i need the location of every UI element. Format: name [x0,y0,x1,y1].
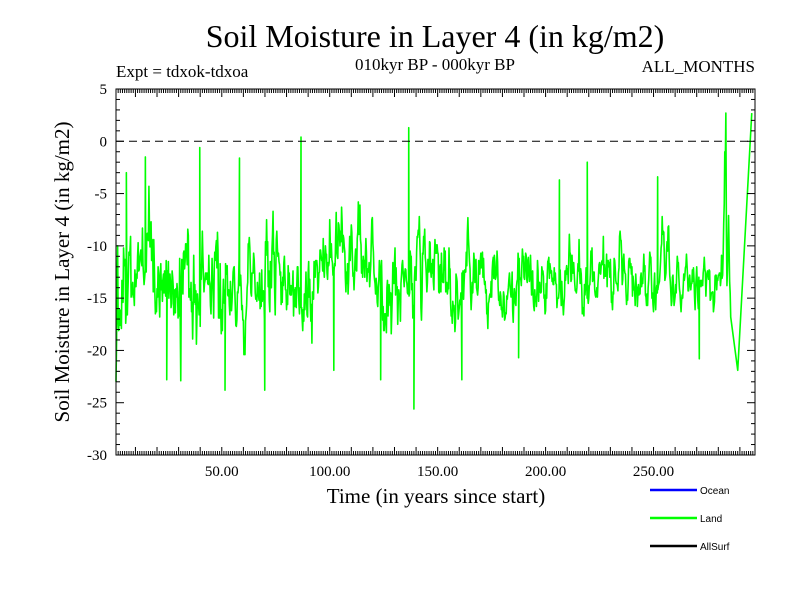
y-tick-label: -10 [87,239,107,255]
x-tick-label: 200.00 [525,464,566,480]
y-tick-label: -20 [87,343,107,359]
legend-label: AllSurf [700,542,730,553]
legend-label: Land [700,514,722,525]
series-line-land [115,112,753,410]
legend-label: Ocean [700,486,729,497]
plot-area: 50.00 100.00 150.00 200.00 250.00 5 0 -5 -10 -15 -… [87,82,756,480]
y-axis-label: Soil Moisture in Layer 4 (in kg/m2) [50,122,74,423]
ticks-layer: 50.00 100.00 150.00 200.00 250.00 5 0 -5 -10 -15 -… [87,82,756,480]
chart-title: Soil Moisture in Layer 4 (in kg/m2) [206,18,665,54]
y-tick-label: -25 [87,396,107,412]
y-tick-label: 5 [100,82,108,98]
y-tick-label: -15 [87,291,107,307]
y-tick-label: -30 [87,448,107,464]
experiment-label: Expt = tdxok-tdxoa [116,62,249,81]
x-tick-label: 250.00 [633,464,674,480]
x-tick-label: 50.00 [205,464,239,480]
legend-item-land: Land [650,514,722,525]
x-tick-label: 100.00 [309,464,350,480]
series-layer [115,112,753,410]
y-tick-label: 0 [100,134,108,150]
time-range-label: 010kyr BP - 000kyr BP [355,55,515,74]
legend-item-allsurf: AllSurf [650,542,730,553]
y-tick-label: -5 [95,187,108,203]
x-axis-label: Time (in years since start) [327,484,546,508]
months-label: ALL_MONTHS [642,57,755,76]
legend-item-ocean: Ocean [650,486,729,497]
x-tick-label: 150.00 [417,464,458,480]
legend: Ocean Land AllSurf [650,486,730,553]
